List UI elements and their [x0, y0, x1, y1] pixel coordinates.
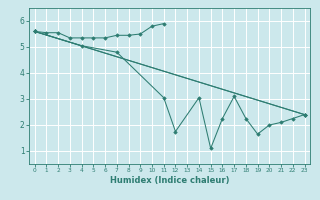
X-axis label: Humidex (Indice chaleur): Humidex (Indice chaleur) — [110, 176, 229, 185]
